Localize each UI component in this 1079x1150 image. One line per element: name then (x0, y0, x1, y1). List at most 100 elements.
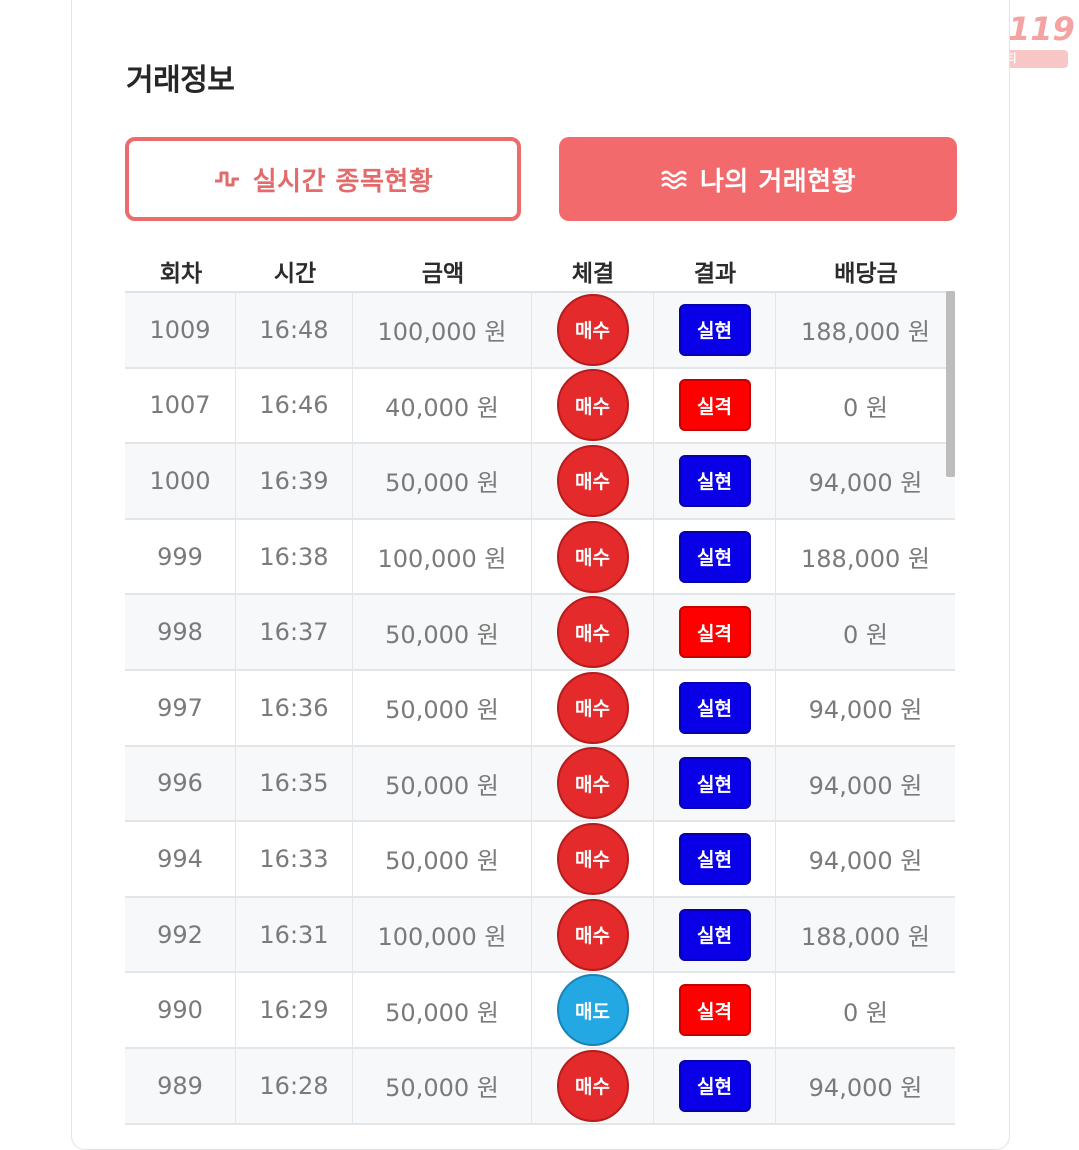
time-cell: 16:35 (236, 746, 353, 821)
result-lose-badge: 실격 (678, 379, 751, 432)
payout-cell: 188,000 원 (801, 545, 930, 574)
amount-cell: 50,000 원 (353, 595, 532, 669)
table-row: 998 16:37 50,000 원 매수 실격 0 원 (125, 595, 955, 671)
amount-cell: 50,000 원 (353, 670, 532, 745)
trade-cell: 매수 (532, 368, 654, 443)
tab-my-trades[interactable]: 나의 거래현황 (559, 137, 957, 221)
payout-cell: 94,000 원 (808, 696, 923, 725)
buy-badge: 매수 (556, 596, 629, 669)
amount-cell: 100,000 원 (353, 519, 532, 594)
result-cell: 실격 (654, 368, 776, 443)
payout-cell: 94,000 원 (808, 1074, 923, 1103)
round-cell: 1007 (125, 368, 236, 443)
trade-cell: 매수 (532, 1048, 654, 1123)
round-cell: 1000 (125, 444, 236, 518)
table-row: 994 16:33 50,000 원 매수 실현 94,000 원 (125, 822, 955, 898)
table-header: 회차 시간 금액 체결 결과 배당금 (125, 250, 955, 290)
result-cell: 실현 (654, 519, 776, 594)
result-cell: 실현 (654, 293, 776, 367)
result-win-badge: 실현 (678, 757, 751, 810)
result-win-badge: 실현 (678, 454, 751, 507)
round-cell: 996 (125, 746, 236, 821)
amount-cell: 100,000 원 (353, 293, 532, 367)
round-cell: 990 (125, 973, 236, 1047)
buy-badge: 매수 (556, 671, 629, 744)
result-win-badge: 실현 (678, 530, 751, 583)
payout-cell: 188,000 원 (801, 318, 930, 347)
tab-my-trades-label: 나의 거래현황 (699, 166, 857, 197)
result-cell: 실현 (654, 1048, 776, 1123)
sell-badge: 매도 (556, 974, 629, 1047)
trade-cell: 매수 (532, 746, 654, 821)
trade-cell: 매수 (532, 444, 654, 518)
pulse-wave-icon (213, 167, 241, 191)
result-cell: 실격 (654, 973, 776, 1047)
payout-cell: 94,000 원 (808, 771, 923, 800)
buy-badge: 매수 (556, 822, 629, 895)
payout-cell: 0 원 (843, 393, 888, 422)
result-cell: 실격 (654, 595, 776, 669)
round-cell: 1009 (125, 293, 236, 367)
result-cell: 실현 (654, 822, 776, 896)
result-win-badge: 실현 (678, 303, 751, 356)
trade-cell: 매수 (532, 519, 654, 594)
trade-cell: 매수 (532, 595, 654, 669)
trade-cell: 매수 (532, 822, 654, 896)
buy-badge: 매수 (556, 520, 629, 593)
trade-history-table: 1009 16:48 100,000 원 매수 실현 188,000 원 1007 16:46… (125, 291, 955, 1125)
table-row: 1009 16:48 100,000 원 매수 실현 188,000 원 (125, 293, 955, 369)
tab-realtime-status-label: 실시간 종목현황 (252, 166, 434, 197)
amount-cell: 50,000 원 (353, 444, 532, 518)
buy-badge: 매수 (556, 369, 629, 442)
amount-cell: 50,000 원 (353, 973, 532, 1047)
result-lose-badge: 실격 (678, 984, 751, 1037)
table-row: 989 16:28 50,000 원 매수 실현 94,000 원 (125, 1048, 955, 1125)
table-row: 990 16:29 50,000 원 매도 실격 0 원 (125, 973, 955, 1049)
time-cell: 16:38 (236, 519, 353, 594)
table-row: 999 16:38 100,000 원 매수 실현 188,000 원 (125, 519, 955, 596)
trade-cell: 매수 (532, 897, 654, 972)
tab-realtime-status[interactable]: 실시간 종목현황 (125, 137, 521, 221)
round-cell: 997 (125, 670, 236, 745)
buy-badge: 매수 (556, 444, 629, 517)
time-cell: 16:28 (236, 1048, 353, 1123)
result-cell: 실현 (654, 746, 776, 821)
table-row: 996 16:35 50,000 원 매수 실현 94,000 원 (125, 746, 955, 823)
payout-cell: 94,000 원 (808, 847, 923, 876)
amount-cell: 40,000 원 (353, 368, 532, 443)
round-cell: 992 (125, 897, 236, 972)
time-cell: 16:36 (236, 670, 353, 745)
header-result: 결과 (693, 261, 737, 287)
buy-badge: 매수 (556, 898, 629, 971)
time-cell: 16:31 (236, 897, 353, 972)
payout-cell: 0 원 (843, 998, 888, 1027)
table-row: 1000 16:39 50,000 원 매수 실현 94,000 원 (125, 444, 955, 520)
amount-cell: 50,000 원 (353, 822, 532, 896)
round-cell: 999 (125, 519, 236, 594)
result-win-badge: 실현 (678, 908, 751, 961)
page-title: 거래정보 (126, 63, 235, 98)
result-cell: 실현 (654, 670, 776, 745)
amount-cell: 50,000 원 (353, 746, 532, 821)
header-payout: 배당금 (834, 261, 898, 287)
result-win-badge: 실현 (678, 1059, 751, 1112)
result-win-badge: 실현 (678, 681, 751, 734)
time-cell: 16:29 (236, 973, 353, 1047)
time-cell: 16:48 (236, 293, 353, 367)
header-amount: 금액 (421, 261, 465, 287)
buy-badge: 매수 (556, 747, 629, 820)
payout-cell: 188,000 원 (801, 923, 930, 952)
time-cell: 16:33 (236, 822, 353, 896)
result-cell: 실현 (654, 897, 776, 972)
time-cell: 16:46 (236, 368, 353, 443)
table-row: 997 16:36 50,000 원 매수 실현 94,000 원 (125, 670, 955, 747)
payout-cell: 94,000 원 (808, 469, 923, 498)
buy-badge: 매수 (556, 1049, 629, 1122)
table-scrollbar[interactable] (946, 291, 955, 477)
table-row: 1007 16:46 40,000 원 매수 실격 0 원 (125, 368, 955, 445)
header-trade: 체결 (571, 261, 615, 287)
time-cell: 16:37 (236, 595, 353, 669)
header-time: 시간 (273, 261, 317, 287)
amount-cell: 50,000 원 (353, 1048, 532, 1123)
waves-icon (660, 167, 688, 191)
